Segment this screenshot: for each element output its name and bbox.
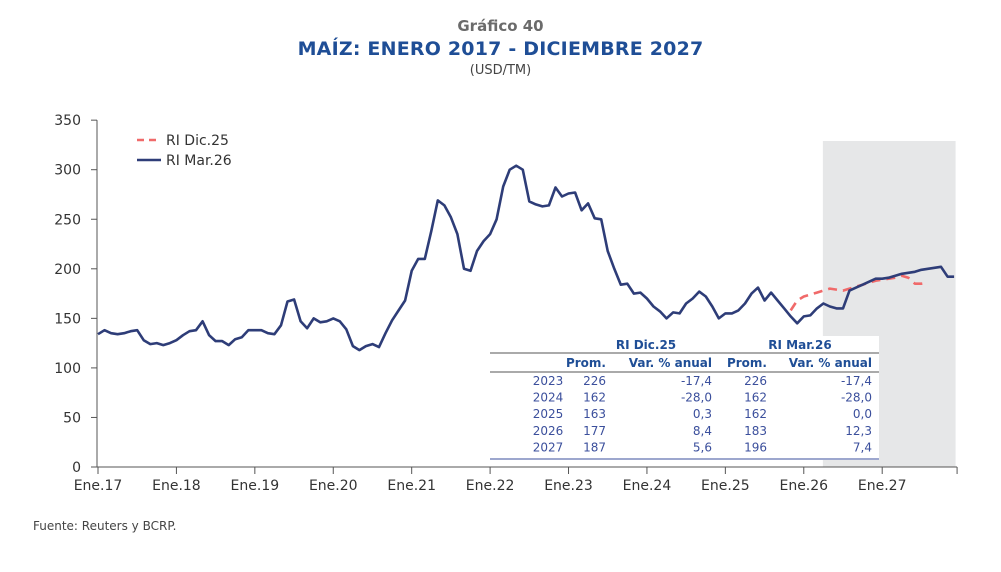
x-tick-label: Ene.17	[74, 478, 123, 494]
table-col-header: Var. % anual	[629, 356, 712, 370]
table-cell: 183	[744, 424, 767, 438]
table-row: 2027 187 5,6 196 7,4	[533, 440, 872, 454]
table-cell: 7,4	[853, 440, 872, 454]
table-cell: 196	[744, 440, 767, 454]
source-note: Fuente: Reuters y BCRP.	[33, 519, 177, 533]
table-cell: -28,0	[841, 391, 872, 405]
table-cell: 2025	[533, 407, 564, 421]
table-cell: -17,4	[841, 374, 872, 388]
table-row: 2026 177 8,4 183 12,3	[533, 424, 872, 438]
table-cell: 187	[583, 440, 606, 454]
table-col-header: Var. % anual	[789, 356, 872, 370]
chart-number: Gráfico 40	[457, 17, 544, 35]
table-cell: 226	[744, 374, 767, 388]
table-row: 2023 226 -17,4 226 -17,4	[533, 374, 872, 388]
series-mar26	[97, 164, 955, 352]
table-cell: 2023	[533, 374, 564, 388]
table-col-header: Prom.	[566, 356, 606, 370]
y-tick-label: 250	[54, 212, 81, 228]
table-row: 2024 162 -28,0 162 -28,0	[533, 391, 872, 405]
y-tick-label: 350	[54, 113, 81, 129]
x-tick-label: Ene.19	[231, 478, 280, 494]
x-tick-label: Ene.27	[858, 478, 907, 494]
legend: RI Dic.25 RI Mar.26	[137, 133, 232, 169]
table-cell: 12,3	[845, 424, 872, 438]
table-cell: 163	[583, 407, 606, 421]
y-tick-label: 150	[54, 311, 81, 327]
table-cell: 5,6	[693, 440, 712, 454]
x-tick-label: Ene.20	[309, 478, 358, 494]
table-cell: 177	[583, 424, 606, 438]
table-group-header-dic25: RI Dic.25	[616, 338, 676, 352]
table-cell: 162	[744, 407, 767, 421]
table-cell: 2027	[533, 440, 564, 454]
x-tick-label: Ene.24	[623, 478, 672, 494]
table-cell: 2026	[533, 424, 564, 438]
y-tick-label: 0	[72, 460, 81, 476]
legend-label-mar26: RI Mar.26	[166, 153, 232, 169]
table-cell: -28,0	[681, 391, 712, 405]
table-cell: 162	[583, 391, 606, 405]
x-tick-label: Ene.21	[387, 478, 436, 494]
table-group-header-mar26: RI Mar.26	[768, 338, 831, 352]
table-cell: 226	[583, 374, 606, 388]
y-tick-label: 300	[54, 163, 81, 179]
legend-label-dic25: RI Dic.25	[166, 133, 229, 149]
table-cell: 2024	[533, 391, 564, 405]
table-cell: 162	[744, 391, 767, 405]
table-cell: 0,0	[853, 407, 872, 421]
chart-unit: (USD/TM)	[469, 63, 532, 78]
y-tick-label: 100	[54, 361, 81, 377]
line-mar26	[97, 164, 955, 352]
x-tick-label: Ene.18	[152, 478, 201, 494]
y-tick-label: 50	[63, 410, 81, 426]
x-tick-label: Ene.22	[466, 478, 515, 494]
table-row: 2025 163 0,3 162 0,0	[533, 407, 872, 421]
table-cell: 8,4	[693, 424, 712, 438]
x-tick-label: Ene.23	[544, 478, 593, 494]
x-tick-label: Ene.26	[779, 478, 828, 494]
y-tick-label: 200	[54, 262, 81, 278]
x-tick-label: Ene.25	[701, 478, 750, 494]
title-block: Gráfico 40 MAÍZ: ENERO 2017 - DICIEMBRE …	[0, 16, 1001, 80]
table-cell: -17,4	[681, 374, 712, 388]
table-col-header: Prom.	[727, 356, 767, 370]
chart-title: MAÍZ: ENERO 2017 - DICIEMBRE 2027	[297, 38, 704, 60]
table-background	[490, 336, 879, 460]
table-cell: 0,3	[693, 407, 712, 421]
